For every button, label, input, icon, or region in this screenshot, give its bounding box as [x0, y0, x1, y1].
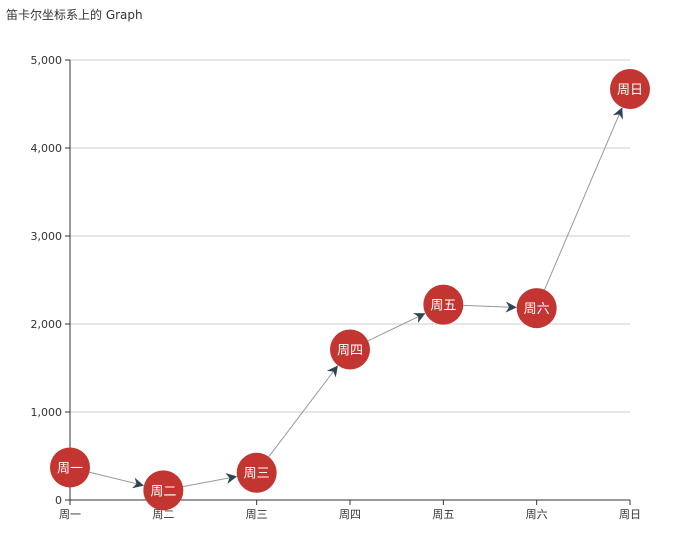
y-tick-label: 5,000	[31, 54, 63, 67]
x-tick-label: 周日	[619, 508, 641, 521]
graph-edge	[182, 473, 238, 488]
graph-node	[423, 284, 464, 325]
graph-node	[50, 447, 90, 488]
graph-node	[516, 288, 557, 329]
x-tick-label: 周二	[152, 508, 174, 521]
graph-node-label: 周四	[337, 344, 363, 359]
x-tick-label: 周四	[339, 508, 361, 521]
graph-node-label: 周六	[524, 302, 550, 317]
x-tick-label: 周六	[526, 508, 548, 521]
graph-edge	[367, 313, 426, 342]
y-tick-label: 1,000	[31, 406, 63, 419]
y-tick-label: 0	[55, 494, 62, 507]
graph-node	[143, 470, 184, 511]
x-tick-label: 周五	[432, 508, 454, 521]
graph-edge	[268, 365, 338, 458]
x-tick-label: 周一	[59, 508, 81, 521]
graph-edge	[544, 107, 623, 290]
graph-node-label: 周二	[150, 484, 176, 499]
y-tick-label: 3,000	[31, 230, 63, 243]
x-tick-label: 周三	[246, 508, 268, 521]
graph-node	[236, 452, 277, 493]
graph-node	[330, 329, 370, 370]
graph-edge	[463, 301, 517, 313]
graph-node-label: 周五	[430, 299, 456, 314]
graph-node	[610, 69, 650, 110]
graph-edge	[89, 471, 145, 489]
chart-title: 笛卡尔坐标系上的 Graph	[6, 8, 143, 22]
y-tick-label: 2,000	[31, 318, 63, 331]
graph-node-label: 周日	[617, 83, 643, 98]
y-tick-label: 4,000	[31, 142, 63, 155]
graph-node-label: 周三	[244, 467, 270, 482]
graph-node-label: 周一	[57, 461, 83, 476]
